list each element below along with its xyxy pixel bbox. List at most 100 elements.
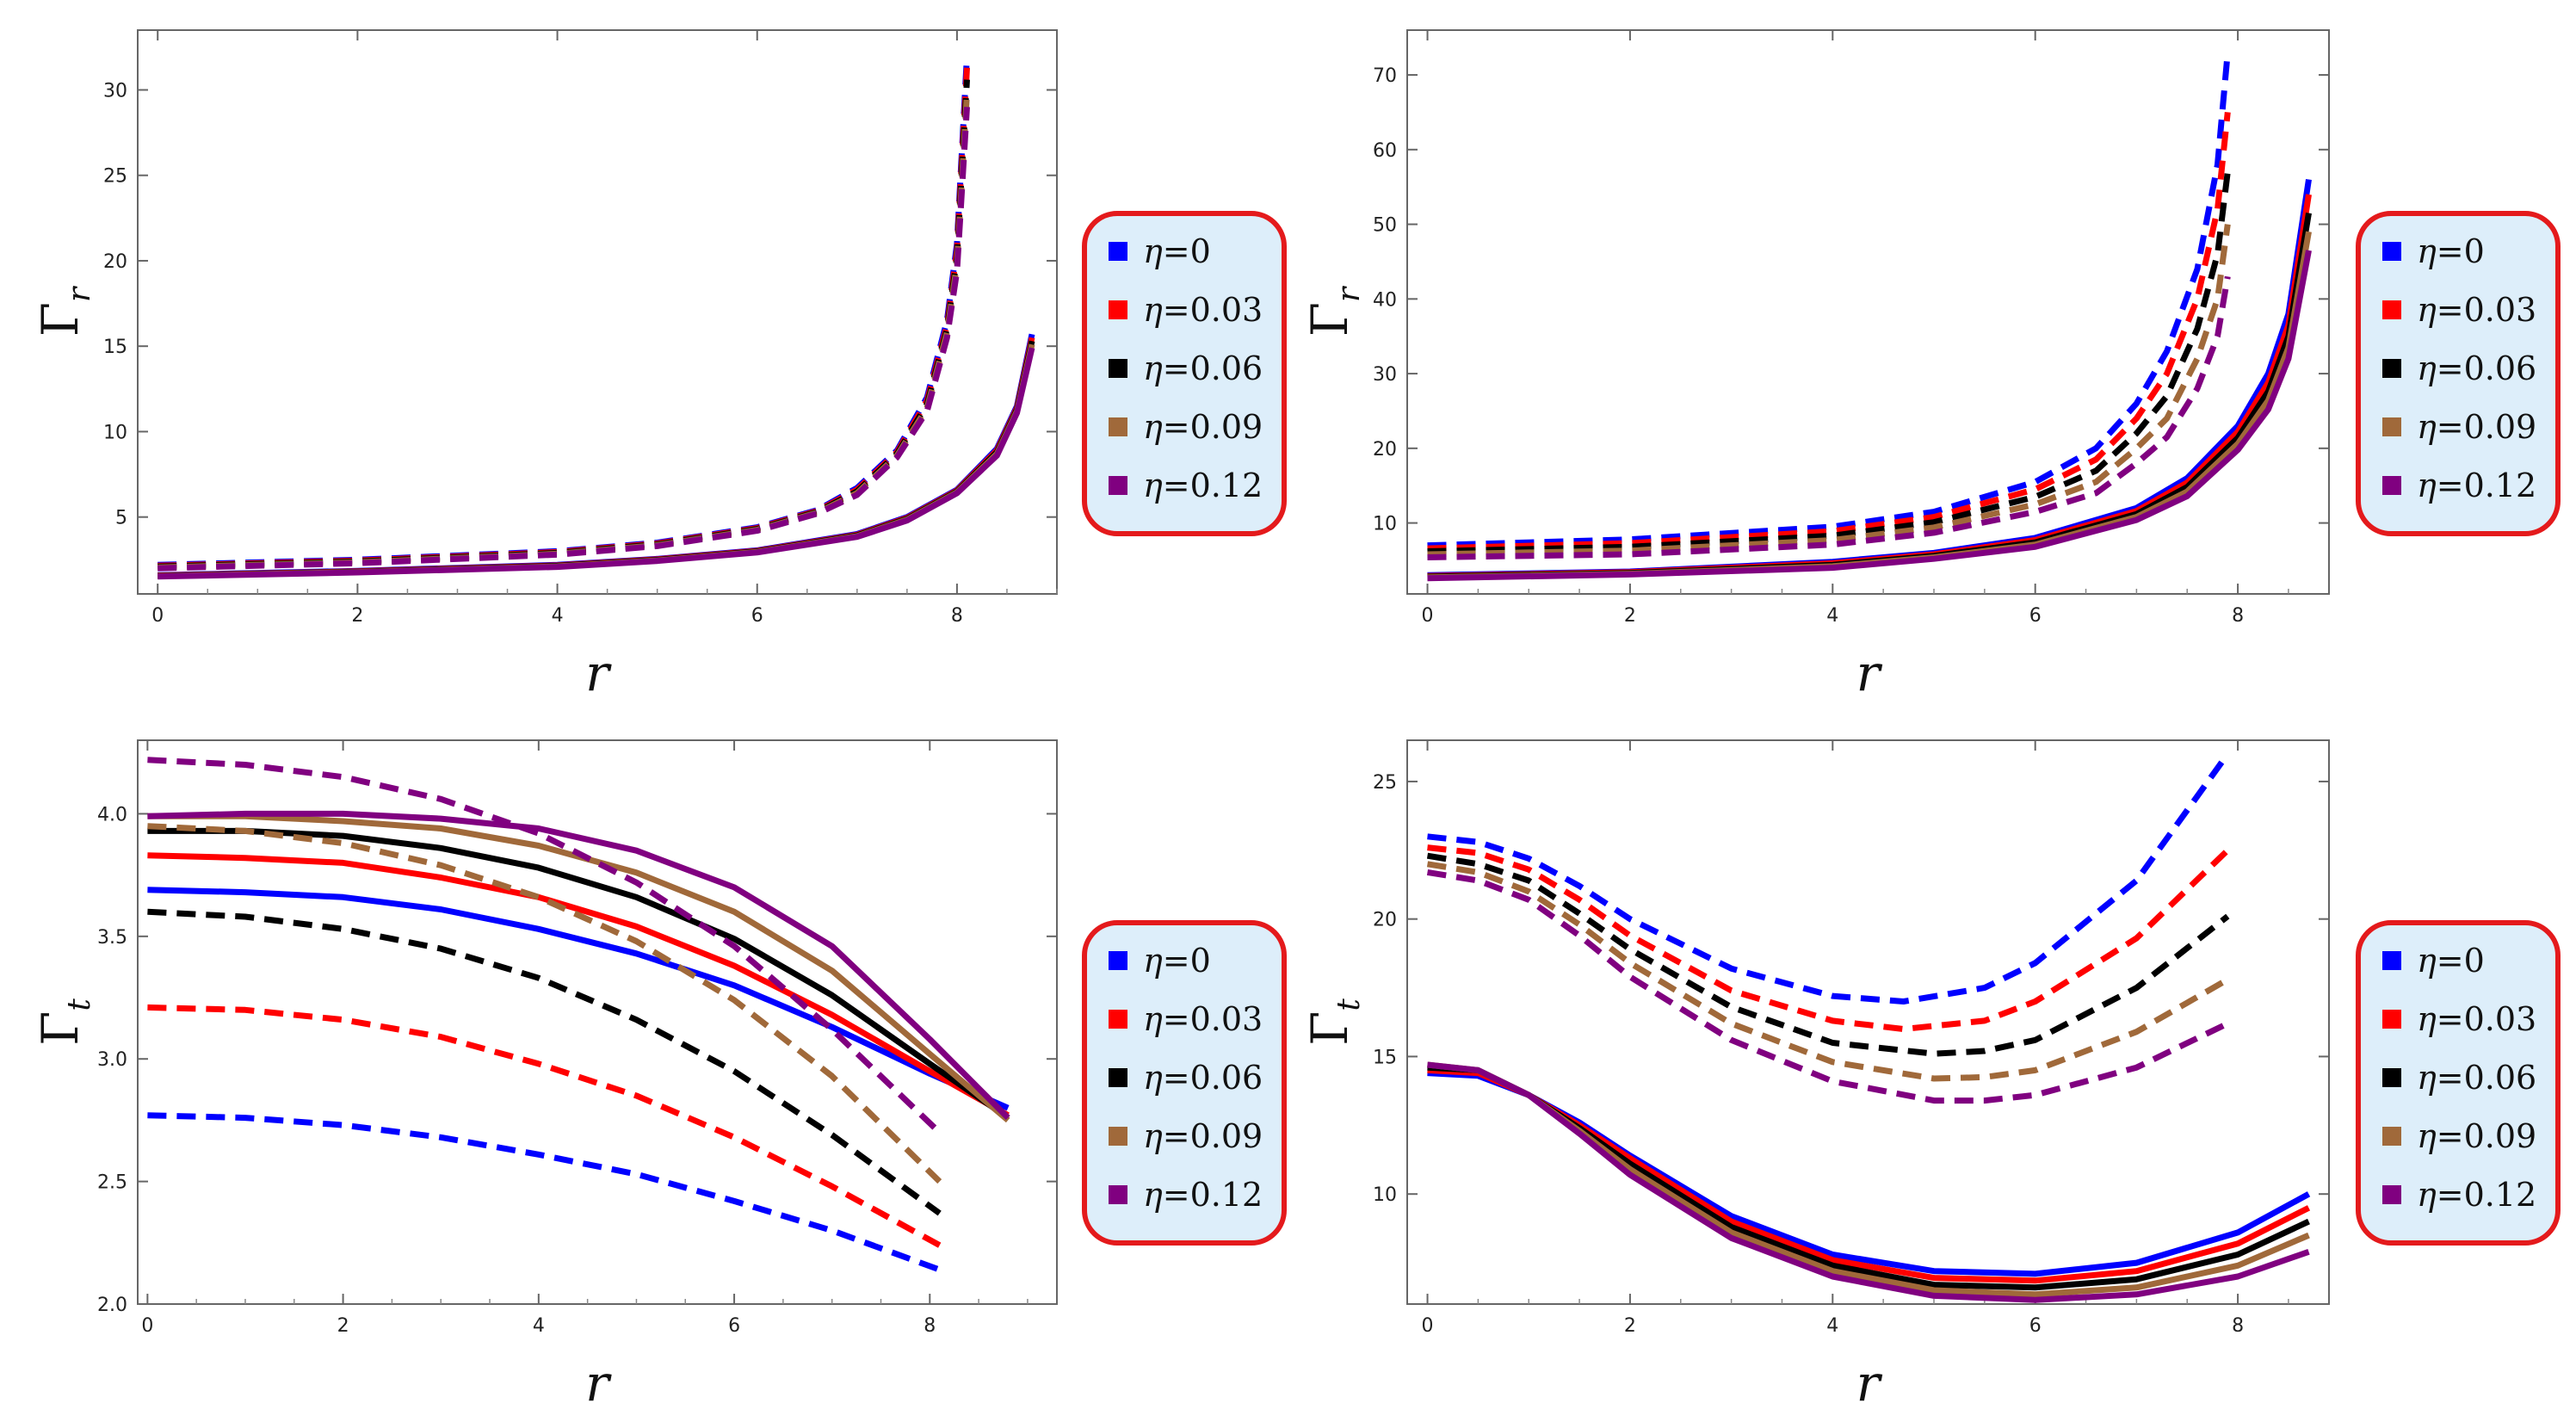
y-tick-label: 20 <box>1373 439 1397 461</box>
x-tick-label: 4 <box>1826 1315 1838 1337</box>
y-axis-label: Γr <box>1300 286 1367 337</box>
x-tick-label: 6 <box>2029 605 2042 627</box>
x-axis-label: r <box>1856 644 1883 702</box>
legend-swatch <box>1109 1010 1127 1029</box>
y-tick-label: 3.5 <box>97 927 127 949</box>
legend-swatch <box>2382 1127 2401 1146</box>
legend-swatch <box>2382 951 2401 970</box>
x-axis-label: r <box>1856 1354 1883 1413</box>
panel-gamma-t-right: 0 2 4 6 8 10 15 20 25 r Γt <box>1300 739 2330 1413</box>
series-line-7 <box>147 908 942 1216</box>
legend-label: η=0.03 <box>2417 1000 2536 1038</box>
legend-label: η=0.06 <box>2417 349 2536 387</box>
series-line-8 <box>1427 224 2231 558</box>
x-tick-label: 6 <box>2029 1315 2042 1337</box>
legend-bottom-right: η=0 η=0.03 η=0.06 η=0.09 η=0.12 <box>2356 920 2561 1246</box>
legend-box <box>2356 211 2561 536</box>
legend-swatch <box>1109 951 1127 970</box>
x-tick-label: 2 <box>1624 1315 1636 1337</box>
x-tick-label: 8 <box>2232 605 2244 627</box>
series-line-6 <box>147 1004 942 1248</box>
x-tick-label: 8 <box>951 605 963 627</box>
y-tick-label: 10 <box>1373 1184 1397 1206</box>
y-tick-label: 3.0 <box>97 1049 127 1071</box>
x-tick-label: 4 <box>552 605 564 627</box>
plot-frame <box>137 739 1058 1305</box>
panel-gamma-r-right: 0 2 4 6 8 10 20 30 40 50 60 70 r Γr <box>1300 29 2330 702</box>
x-tick-label: 0 <box>1422 605 1434 627</box>
x-tick-label: 6 <box>728 1315 740 1337</box>
legend-label: η=0.06 <box>1143 349 1263 387</box>
legend-swatch <box>1109 300 1127 319</box>
y-tick-label: 30 <box>1373 364 1397 386</box>
y-tick-label: 20 <box>103 251 127 273</box>
legend-swatch <box>2382 359 2401 378</box>
x-tick-label: 4 <box>1826 605 1838 627</box>
y-tick-label: 2.5 <box>97 1172 127 1194</box>
legend-swatch <box>1109 417 1127 436</box>
legend-label: η=0.03 <box>1143 1000 1263 1038</box>
legend-swatch <box>2382 417 2401 436</box>
legend-label: η=0.09 <box>1143 408 1263 446</box>
series-line-8 <box>147 823 942 1184</box>
legend-swatch <box>1109 1185 1127 1204</box>
legend-label: η=0.09 <box>1143 1117 1263 1155</box>
legend-top-right: η=0 η=0.03 η=0.06 η=0.09 η=0.12 <box>2356 211 2561 536</box>
y-tick-label: 15 <box>1373 1047 1397 1068</box>
legend-label: η=0.12 <box>1143 1176 1263 1214</box>
legend-box <box>1082 920 1287 1246</box>
y-tick-label: 60 <box>1373 140 1397 162</box>
legend-label: η=0.12 <box>2417 467 2536 504</box>
y-tick-label: 4.0 <box>97 804 127 825</box>
series-line-6 <box>1427 844 2230 1032</box>
series-line-4 <box>158 347 1035 580</box>
legend-swatch <box>1109 242 1127 261</box>
legend-box <box>2356 920 2561 1246</box>
legend-swatch <box>1109 476 1127 495</box>
y-tick-label: 50 <box>1373 215 1397 237</box>
y-tick-label: 25 <box>1373 772 1397 794</box>
legend-label: η=0.03 <box>1143 291 1263 329</box>
series-line-4 <box>1427 250 2312 582</box>
legend-swatch <box>2382 1010 2401 1029</box>
series-line-9 <box>1426 869 2229 1104</box>
y-tick-label: 70 <box>1373 65 1397 87</box>
legend-label: η=0.09 <box>2417 408 2536 446</box>
legend-label: η=0.12 <box>1143 467 1263 504</box>
legend-label: η=0 <box>1143 942 1211 980</box>
legend-swatch <box>1109 359 1127 378</box>
plot-frame <box>137 29 1058 595</box>
legend-label: η=0.06 <box>2417 1059 2536 1097</box>
x-axis-label: r <box>585 644 612 702</box>
y-tick-label: 2.0 <box>97 1295 127 1316</box>
series-line-9 <box>158 107 970 572</box>
series-line-4 <box>1427 1061 2310 1303</box>
legend-swatch <box>2382 242 2401 261</box>
series-line-2 <box>147 827 1010 1121</box>
x-tick-label: 0 <box>1422 1315 1434 1337</box>
x-tick-label: 0 <box>141 1315 153 1337</box>
legend-box <box>1082 211 1287 536</box>
legend-swatch <box>1109 1127 1127 1146</box>
series-line-7 <box>1426 852 2230 1057</box>
legend-top-left: η=0 η=0.03 η=0.06 η=0.09 η=0.12 <box>1082 211 1287 536</box>
legend-label: η=0.12 <box>2417 1176 2536 1214</box>
series-line-5 <box>147 1112 941 1273</box>
y-tick-label: 10 <box>103 422 127 443</box>
x-tick-label: 8 <box>2232 1315 2244 1337</box>
x-tick-label: 0 <box>151 605 164 627</box>
y-tick-label: 10 <box>1373 514 1397 535</box>
y-axis-label: Γt <box>1300 998 1367 1046</box>
series-line-5 <box>1427 751 2231 1005</box>
x-tick-label: 2 <box>1624 605 1636 627</box>
series-line-9 <box>1427 275 2231 560</box>
series-line-9 <box>147 757 942 1135</box>
series-line-5 <box>1427 52 2231 549</box>
x-tick-label: 8 <box>924 1315 936 1337</box>
legend-label: η=0.03 <box>2417 291 2536 329</box>
series-line-1 <box>147 852 1010 1118</box>
legend-label: η=0 <box>2417 232 2485 270</box>
legend-label: η=0.09 <box>2417 1117 2536 1155</box>
x-axis-label: r <box>585 1354 612 1413</box>
